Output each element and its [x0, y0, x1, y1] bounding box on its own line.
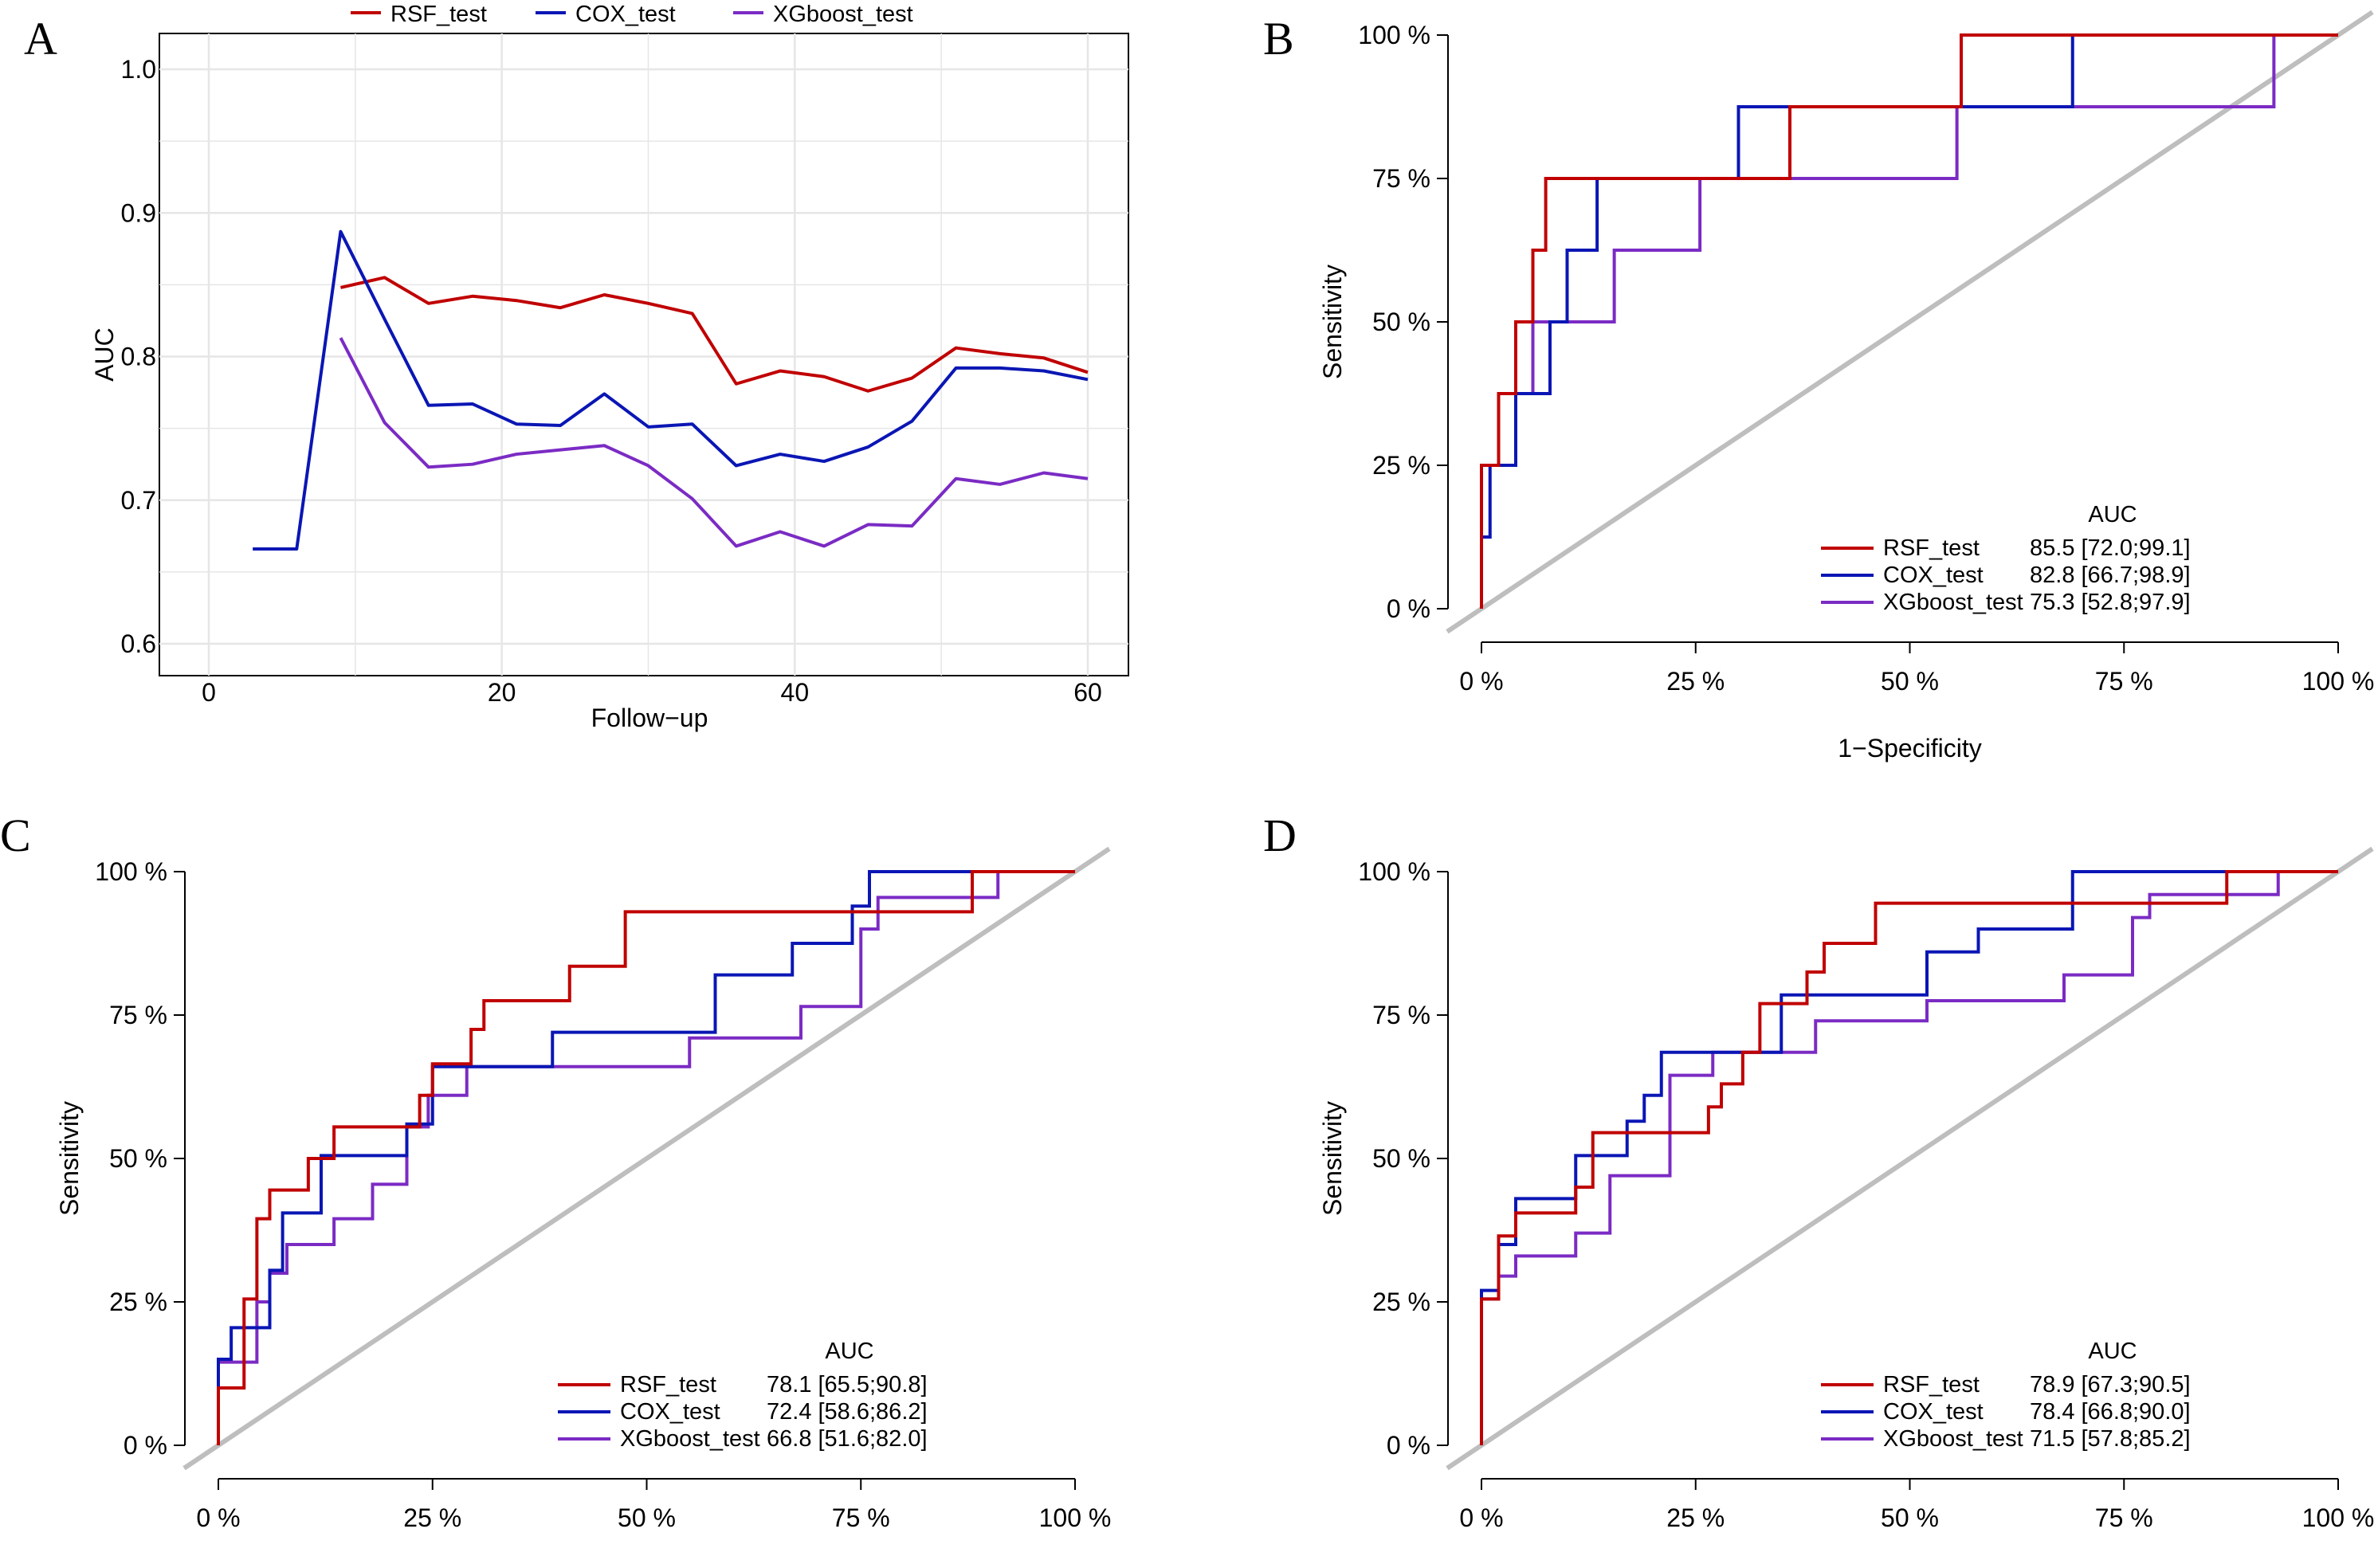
x-tick-label: 25 %	[1666, 1503, 1725, 1532]
panel-a-x-axis-title: Follow−up	[591, 704, 708, 732]
y-tick-label: 25 %	[109, 1288, 167, 1316]
y-tick-label: 0.9	[121, 198, 156, 227]
x-axis-title: 1−Specificity	[1838, 734, 1982, 762]
panel-c-plot-body: 0 % 25 % 50 % 75 % 100 % 0 % 25 % 50 % 75 % 100 %…	[55, 846, 1112, 1532]
y-axis-title: Sensitivity	[55, 1101, 84, 1216]
y-tick-label: 75 %	[1372, 164, 1430, 193]
legend-label-cox: COX_test	[1883, 563, 1984, 588]
y-tick-label: 75 %	[1372, 1001, 1430, 1029]
series-line-xgb	[339, 337, 1089, 548]
chance-diagonal-line	[1446, 10, 2374, 634]
series-line-rsf	[340, 276, 1089, 393]
panel-b-plot-body: 0 % 25 % 50 % 75 % 100 % 0 % 25 % 50 % 75 % 100 %…	[1318, 10, 2375, 762]
chance-diagonal-line	[1446, 846, 2374, 1471]
legend-title: AUC	[825, 1339, 873, 1364]
legend-auc-xgb: 71.5 [57.8;85.2]	[2030, 1426, 2191, 1452]
legend-auc-xgb: 66.8 [51.6;82.0]	[767, 1426, 928, 1452]
roc-curve-cox	[1480, 870, 2338, 1445]
y-tick-label: 1.0	[121, 55, 156, 84]
x-tick-label: 60	[1073, 678, 1102, 707]
panel-d-plot-body: 0 % 25 % 50 % 75 % 100 % 0 % 25 % 50 % 75 % 100 %…	[1318, 846, 2375, 1532]
panel-b-roc: B 0 % 25 % 50 % 75 % 100 % 0 % 25 % 50 % 75 % 100…	[1263, 10, 2375, 762]
y-tick-label: 100 %	[95, 857, 167, 886]
x-tick-label: 40	[781, 678, 810, 707]
panel-a-plot-area	[159, 33, 1129, 676]
panel-a-series-lines	[253, 229, 1089, 551]
legend-label-rsf: RSF_test	[1883, 1372, 1980, 1397]
x-tick-label: 50 %	[1881, 1503, 1939, 1532]
legend-auc-cox: 82.8 [66.7;98.9]	[2030, 563, 2191, 588]
chance-diagonal-line	[182, 846, 1111, 1471]
legend-label-cox: COX_test	[620, 1399, 720, 1425]
y-tick-label: 0 %	[1387, 594, 1430, 623]
legend-auc-rsf: 78.9 [67.3;90.5]	[2030, 1372, 2191, 1397]
legend-label-rsf: RSF_test	[1883, 535, 1980, 561]
legend-label-xgb: XGboost_test	[1883, 1426, 2023, 1452]
panel-c-roc: C 0 % 25 % 50 % 75 % 100 % 0 % 25 % 50 % 75 % 100…	[0, 809, 1112, 1532]
y-tick-label: 0.8	[121, 343, 156, 371]
x-tick-label: 20	[488, 678, 516, 707]
legend-label-cox: COX_test	[575, 2, 676, 27]
legend-auc-rsf: 78.1 [65.5;90.8]	[767, 1372, 928, 1397]
x-tick-label: 25 %	[403, 1503, 461, 1532]
panel-a-gridlines	[159, 33, 1128, 676]
legend-label-rsf: RSF_test	[620, 1372, 716, 1397]
panel-letter-a: A	[24, 13, 57, 65]
y-tick-label: 25 %	[1372, 1288, 1430, 1316]
x-tick-label: 100 %	[2302, 667, 2375, 696]
panel-a-y-ticks: 0.6 0.7 0.8 0.9 1.0	[121, 55, 156, 658]
x-tick-label: 0 %	[196, 1503, 240, 1532]
roc-curve-rsf	[217, 870, 1075, 1445]
y-tick-label: 100 %	[1358, 21, 1430, 49]
y-axis-title: Sensitivity	[1318, 265, 1347, 379]
panel-letter-b: B	[1263, 13, 1294, 65]
x-tick-label: 25 %	[1666, 667, 1725, 696]
panel-letter-d: D	[1263, 809, 1297, 861]
legend-label-xgb: XGboost_test	[1883, 590, 2023, 615]
y-tick-label: 0 %	[124, 1431, 167, 1460]
y-tick-label: 100 %	[1358, 857, 1430, 886]
legend-label-xgb: XGboost_test	[620, 1426, 760, 1452]
panel-letter-c: C	[0, 809, 31, 861]
y-tick-label: 75 %	[109, 1001, 167, 1029]
x-tick-label: 100 %	[1039, 1503, 1112, 1532]
roc-curve-rsf	[1480, 33, 2338, 609]
panel-a-x-ticks: 0 20 40 60	[202, 678, 1102, 707]
y-tick-label: 0.6	[121, 629, 156, 658]
y-tick-label: 0.7	[121, 486, 156, 515]
legend-label-cox: COX_test	[1883, 1399, 1984, 1425]
legend-title: AUC	[2088, 502, 2137, 527]
panel-a-y-axis-title: AUC	[90, 327, 119, 382]
x-tick-label: 50 %	[1881, 667, 1939, 696]
x-tick-label: 100 %	[2302, 1503, 2375, 1532]
x-tick-label: 75 %	[2095, 667, 2153, 696]
panel-a-auc-over-time: A 0.60.70.80.91.0 0 20 40 60 Follow−up AUC …	[24, 2, 1129, 732]
y-tick-label: 50 %	[1372, 308, 1430, 336]
x-tick-label: 0 %	[1459, 667, 1503, 696]
x-tick-label: 75 %	[832, 1503, 890, 1532]
series-line-cox	[253, 229, 1089, 551]
legend-auc-cox: 78.4 [66.8;90.0]	[2030, 1399, 2191, 1425]
x-tick-label: 0 %	[1459, 1503, 1503, 1532]
panel-d-roc: D 0 % 25 % 50 % 75 % 100 % 0 % 25 % 50 % 75 % 100…	[1263, 809, 2375, 1532]
legend-label-xgb: XGboost_test	[773, 2, 913, 27]
roc-curve-rsf	[1480, 870, 2338, 1445]
y-axis-title: Sensitivity	[1318, 1101, 1347, 1216]
y-tick-label: 0 %	[1387, 1431, 1430, 1460]
panel-a-legend: RSF_test COX_test XGboost_test	[351, 2, 913, 27]
y-tick-label: 25 %	[1372, 451, 1430, 480]
legend-auc-rsf: 85.5 [72.0;99.1]	[2030, 535, 2191, 561]
y-tick-label: 50 %	[109, 1144, 167, 1173]
x-tick-label: 0	[202, 678, 216, 707]
x-tick-label: 50 %	[618, 1503, 676, 1532]
legend-label-rsf: RSF_test	[390, 2, 487, 27]
legend-title: AUC	[2088, 1339, 2137, 1364]
legend-auc-xgb: 75.3 [52.8;97.9]	[2030, 590, 2191, 615]
y-tick-label: 50 %	[1372, 1144, 1430, 1173]
legend-auc-cox: 72.4 [58.6;86.2]	[767, 1399, 928, 1425]
x-tick-label: 75 %	[2095, 1503, 2153, 1532]
